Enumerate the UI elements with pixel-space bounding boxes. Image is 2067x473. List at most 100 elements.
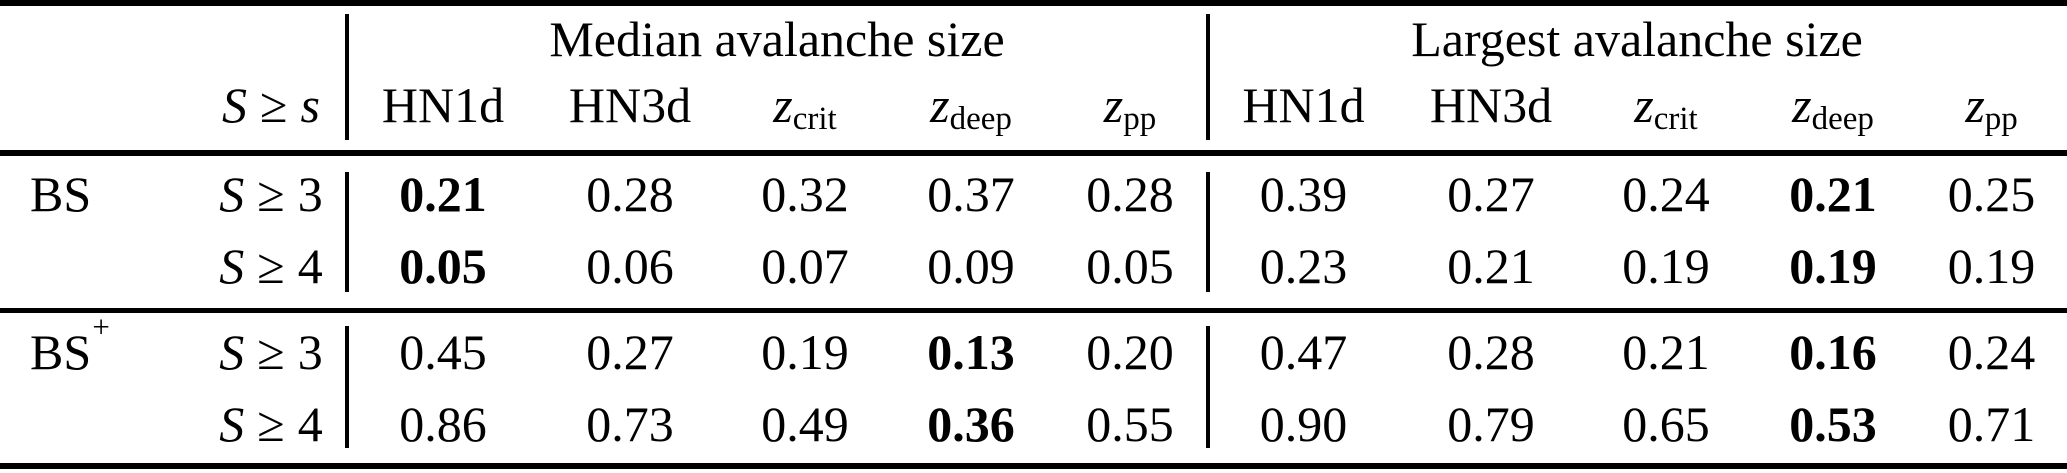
col-header-selector: S ≥ s xyxy=(195,70,347,158)
condition-cell: S ≥4 xyxy=(195,230,347,302)
vrule-right-bsplus xyxy=(1206,326,1210,448)
cond-var: S xyxy=(219,238,245,294)
z-subscript: pp xyxy=(1984,101,2018,138)
empty-cell xyxy=(0,0,347,70)
z-var: z xyxy=(773,77,793,133)
cell-largest-hn1d: 0.90 xyxy=(1259,396,1348,452)
cell-largest-hn1d: 0.39 xyxy=(1259,166,1348,222)
z-var: z xyxy=(1634,77,1654,133)
cell-median-hn3d: 0.06 xyxy=(586,238,674,294)
avalanche-size-table: Median avalanche size Largest avalanche … xyxy=(0,0,2067,460)
vrule-left-bs xyxy=(345,172,349,292)
row-group-text: BS xyxy=(30,166,92,222)
cell-largest-zdeep: 0.53 xyxy=(1789,396,1877,452)
cell-largest-zdeep: 0.19 xyxy=(1789,238,1877,294)
cell-median-zpp: 0.20 xyxy=(1086,324,1174,380)
cond-val: 3 xyxy=(297,324,323,380)
condition-cell: S ≥4 xyxy=(195,388,347,460)
cell-median-zdeep: 0.13 xyxy=(927,324,1015,380)
cell-median-hn1d: 0.21 xyxy=(399,166,487,222)
col-header-zcrit-largest: zcrit xyxy=(1582,70,1750,158)
cell-median-zpp: 0.55 xyxy=(1086,396,1174,452)
column-header-row: S ≥ s HN1d HN3d zcrit zdeep zpp HN1d HN3d … xyxy=(0,70,2067,158)
cond-var: S xyxy=(219,166,245,222)
z-subscript: deep xyxy=(1811,101,1874,138)
cell-largest-zpp: 0.19 xyxy=(1947,238,2036,294)
geq-symbol: ≥ xyxy=(257,238,285,294)
row-group-label xyxy=(0,388,195,460)
cell-median-zpp: 0.05 xyxy=(1086,238,1174,294)
group-header-row: Median avalanche size Largest avalanche … xyxy=(0,0,2067,70)
z-var: z xyxy=(1965,77,1985,133)
cell-largest-hn1d: 0.47 xyxy=(1259,324,1348,380)
group-header-largest: Largest avalanche size xyxy=(1411,11,1863,67)
col-header-zpp-largest: zpp xyxy=(1916,70,2067,158)
rule-between-groups xyxy=(0,308,2067,313)
cell-largest-zdeep: 0.16 xyxy=(1789,324,1877,380)
cell-largest-zpp: 0.25 xyxy=(1947,166,2036,222)
z-var: z xyxy=(1792,77,1812,133)
cell-median-zdeep: 0.09 xyxy=(927,238,1015,294)
selector-var: S xyxy=(222,77,248,133)
selector-small-var: s xyxy=(300,77,320,133)
z-var: z xyxy=(930,77,950,133)
cell-largest-hn3d: 0.21 xyxy=(1447,238,1535,294)
cell-median-zdeep: 0.37 xyxy=(927,166,1015,222)
rule-below-header xyxy=(0,150,2067,156)
col-header-zcrit-median: zcrit xyxy=(721,70,889,158)
col-header-zdeep-median: zdeep xyxy=(889,70,1053,158)
table-row-bsplus-s3: BS+ S ≥3 0.45 0.27 0.19 0.13 0.20 0.47 0.… xyxy=(0,309,2067,388)
cell-median-zcrit: 0.32 xyxy=(761,166,849,222)
cell-median-zdeep: 0.36 xyxy=(927,396,1015,452)
geq-symbol: ≥ xyxy=(257,166,285,222)
table-row-bsplus-s4: S ≥4 0.86 0.73 0.49 0.36 0.55 0.90 0.79 0… xyxy=(0,388,2067,460)
row-group-label: BS xyxy=(0,158,195,230)
cell-median-hn3d: 0.27 xyxy=(586,324,674,380)
vrule-left-header xyxy=(345,14,349,140)
col-header-hn3d-largest: HN3d xyxy=(1429,77,1553,133)
rule-bottom xyxy=(0,463,2067,469)
cell-median-hn3d: 0.73 xyxy=(586,396,674,452)
vrule-right-bs xyxy=(1206,172,1210,292)
col-header-hn1d-largest: HN1d xyxy=(1242,77,1365,133)
cell-largest-zcrit: 0.19 xyxy=(1622,238,1710,294)
col-header-zdeep-largest: zdeep xyxy=(1750,70,1916,158)
group-header-median: Median avalanche size xyxy=(549,11,1005,67)
col-header-hn3d-median: HN3d xyxy=(568,77,692,133)
row-group-text: BS xyxy=(30,324,92,380)
z-subscript: crit xyxy=(1653,101,1698,138)
z-subscript: pp xyxy=(1123,101,1157,138)
z-subscript: crit xyxy=(792,101,837,138)
cell-median-zcrit: 0.49 xyxy=(761,396,849,452)
cell-largest-zcrit: 0.24 xyxy=(1622,166,1710,222)
cond-var: S xyxy=(219,396,245,452)
cell-largest-zcrit: 0.21 xyxy=(1622,324,1710,380)
table-row-bs-s3: BS S ≥3 0.21 0.28 0.32 0.37 0.28 0.39 0.2… xyxy=(0,158,2067,230)
geq-symbol: ≥ xyxy=(257,324,285,380)
row-group-label xyxy=(0,230,195,302)
condition-cell: S ≥3 xyxy=(195,316,347,388)
cell-median-zcrit: 0.19 xyxy=(761,324,849,380)
geq-symbol: ≥ xyxy=(257,396,285,452)
cell-largest-hn1d: 0.23 xyxy=(1259,238,1348,294)
vrule-left-bsplus xyxy=(345,326,349,448)
cond-var: S xyxy=(219,324,245,380)
cell-median-hn1d: 0.86 xyxy=(399,396,487,452)
cell-largest-zpp: 0.71 xyxy=(1947,396,2036,452)
cond-val: 4 xyxy=(297,238,323,294)
cell-median-hn3d: 0.28 xyxy=(586,166,674,222)
cell-largest-zdeep: 0.21 xyxy=(1789,166,1877,222)
vrule-right-header xyxy=(1206,14,1210,140)
table-row-bs-s4: S ≥4 0.05 0.06 0.07 0.09 0.05 0.23 0.21 0… xyxy=(0,230,2067,302)
cell-largest-zpp: 0.24 xyxy=(1947,324,2036,380)
col-header-hn1d-median: HN1d xyxy=(381,77,505,133)
cell-largest-hn3d: 0.28 xyxy=(1447,324,1535,380)
cell-median-zpp: 0.28 xyxy=(1086,166,1174,222)
cell-largest-hn3d: 0.27 xyxy=(1447,166,1535,222)
condition-cell: S ≥3 xyxy=(195,158,347,230)
cond-val: 4 xyxy=(297,396,323,452)
col-header-zpp-median: zpp xyxy=(1053,70,1207,158)
empty-cell xyxy=(0,70,195,158)
cell-median-zcrit: 0.07 xyxy=(761,238,849,294)
